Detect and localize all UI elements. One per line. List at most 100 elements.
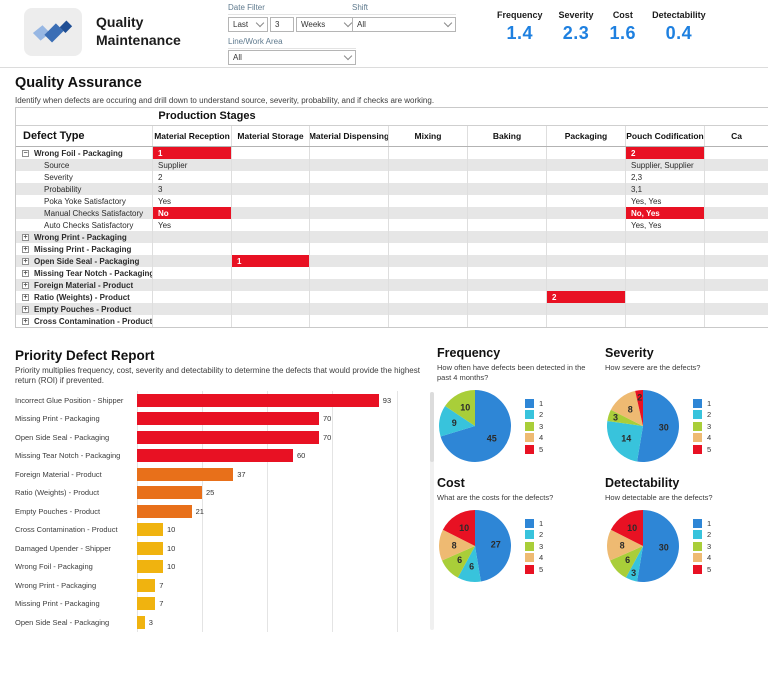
pie-slice[interactable] <box>606 421 643 462</box>
table-row[interactable]: + Empty Pouches - Product <box>16 303 768 315</box>
bar[interactable] <box>137 523 163 537</box>
column-header[interactable]: Packaging <box>547 126 626 146</box>
expand-icon[interactable]: + <box>22 305 29 313</box>
expand-icon[interactable]: + <box>22 233 29 241</box>
legend-item[interactable]: 5 <box>693 444 711 454</box>
pie-slice[interactable] <box>607 409 643 426</box>
bar[interactable] <box>137 578 156 592</box>
table-row[interactable]: + Wrong Print - Packaging <box>16 231 768 243</box>
table-row[interactable]: + Open Side Seal - Packaging 1 <box>16 255 768 267</box>
legend-item[interactable]: 5 <box>525 564 543 574</box>
table-row[interactable]: + Missing Print - Packaging <box>16 243 768 255</box>
column-header[interactable]: Ca <box>705 126 768 146</box>
table-cell[interactable]: 2 <box>547 291 626 303</box>
bar[interactable] <box>137 597 156 611</box>
pie-slice[interactable] <box>637 510 679 582</box>
bar[interactable] <box>137 560 163 574</box>
table-cell[interactable]: Yes, Yes <box>626 219 705 231</box>
date-filter-number-input[interactable]: 3 <box>270 17 294 32</box>
table-cell[interactable]: Yes <box>153 219 232 231</box>
pie-slice[interactable] <box>442 546 475 578</box>
date-filter-range-dropdown[interactable]: Last <box>228 17 268 32</box>
pie-slice[interactable] <box>475 510 512 582</box>
bar[interactable] <box>137 486 202 500</box>
column-header[interactable]: Defect Type <box>16 126 153 146</box>
legend-item[interactable]: 5 <box>693 564 711 574</box>
shift-dropdown[interactable]: All <box>352 17 456 32</box>
table-cell[interactable]: Supplier, Supplier <box>626 159 705 171</box>
table-row[interactable]: Severity 2 2,3 <box>16 171 768 183</box>
table-row[interactable]: Source Supplier Supplier, Supplier <box>16 159 768 171</box>
legend-item[interactable]: 4 <box>525 433 543 442</box>
bar[interactable] <box>137 467 234 481</box>
legend-item[interactable]: 3 <box>693 421 711 431</box>
pie-slice[interactable] <box>610 546 643 578</box>
table-row[interactable]: + Ratio (Weights) - Product 2 <box>16 291 768 303</box>
table-cell[interactable]: Yes, Yes <box>626 195 705 207</box>
table-row[interactable]: + Missing Tear Notch - Packaging <box>16 267 768 279</box>
table-cell[interactable]: 3,1 <box>626 183 705 195</box>
pie-slice[interactable] <box>635 390 643 426</box>
pie-slice[interactable] <box>637 390 679 462</box>
pie-slice[interactable] <box>610 390 643 426</box>
table-cell[interactable]: 2 <box>153 171 232 183</box>
table-row[interactable]: Probability 3 3,1 <box>16 183 768 195</box>
expand-icon[interactable]: + <box>22 257 29 265</box>
expand-icon[interactable]: + <box>22 317 29 325</box>
bar[interactable] <box>137 449 293 463</box>
pie-slice[interactable] <box>438 529 475 561</box>
bar-chart-scrollbar[interactable] <box>430 392 434 630</box>
column-header[interactable]: Baking <box>468 126 547 146</box>
expand-icon[interactable]: + <box>22 269 29 277</box>
date-filter-unit-dropdown[interactable]: Weeks <box>296 17 356 32</box>
bar[interactable] <box>137 412 319 426</box>
collapse-icon[interactable]: − <box>22 149 29 157</box>
table-cell[interactable]: 3 <box>153 183 232 195</box>
bar[interactable] <box>137 541 163 555</box>
pie-slice[interactable] <box>439 406 475 437</box>
bar[interactable] <box>137 393 379 407</box>
legend-item[interactable]: 1 <box>693 398 711 408</box>
legend-item[interactable]: 1 <box>693 518 711 528</box>
legend-item[interactable]: 3 <box>525 421 543 431</box>
expand-icon[interactable]: + <box>22 245 29 253</box>
bar[interactable] <box>137 615 145 629</box>
legend-item[interactable]: 2 <box>693 530 711 539</box>
pie-slice[interactable] <box>445 390 475 426</box>
table-cell[interactable]: No, Yes <box>626 207 705 219</box>
expand-icon[interactable]: + <box>22 293 29 301</box>
column-header[interactable]: Mixing <box>389 126 468 146</box>
column-header[interactable]: Material Dispensing <box>310 126 389 146</box>
table-cell[interactable]: 2 <box>626 147 705 159</box>
legend-item[interactable]: 2 <box>693 410 711 419</box>
table-row[interactable]: + Foreign Material - Product <box>16 279 768 291</box>
table-row[interactable]: Poka Yoke Satisfactory Yes Yes, Yes <box>16 195 768 207</box>
table-cell[interactable]: Yes <box>153 195 232 207</box>
table-row[interactable]: Auto Checks Satisfactory Yes Yes, Yes <box>16 219 768 231</box>
table-cell[interactable]: 2,3 <box>626 171 705 183</box>
pie-slice[interactable] <box>625 546 643 582</box>
pie-slice[interactable] <box>610 510 643 546</box>
column-header[interactable]: Material Storage <box>232 126 310 146</box>
legend-item[interactable]: 4 <box>693 553 711 562</box>
table-row[interactable]: − Wrong Foil - Packaging 1 2 <box>16 147 768 159</box>
table-row[interactable]: + Cross Contamination - Product <box>16 315 768 327</box>
table-row[interactable]: Manual Checks Satisfactory No No, Yes <box>16 207 768 219</box>
legend-item[interactable]: 1 <box>525 398 543 408</box>
legend-item[interactable]: 1 <box>525 518 543 528</box>
legend-item[interactable]: 3 <box>693 541 711 551</box>
legend-item[interactable]: 4 <box>693 433 711 442</box>
legend-item[interactable]: 2 <box>525 530 543 539</box>
scrollbar-thumb[interactable] <box>430 392 434 462</box>
table-cell[interactable]: 1 <box>232 255 310 267</box>
bar[interactable] <box>137 430 319 444</box>
bar[interactable] <box>137 504 192 518</box>
expand-icon[interactable]: + <box>22 281 29 289</box>
table-cell[interactable]: 1 <box>153 147 232 159</box>
table-cell[interactable]: No <box>153 207 232 219</box>
column-header[interactable]: Pouch Codification <box>626 126 705 146</box>
line-work-area-dropdown[interactable]: All <box>228 50 356 65</box>
legend-item[interactable]: 3 <box>525 541 543 551</box>
pie-slice[interactable] <box>442 510 475 546</box>
pie-slice[interactable] <box>457 546 481 583</box>
